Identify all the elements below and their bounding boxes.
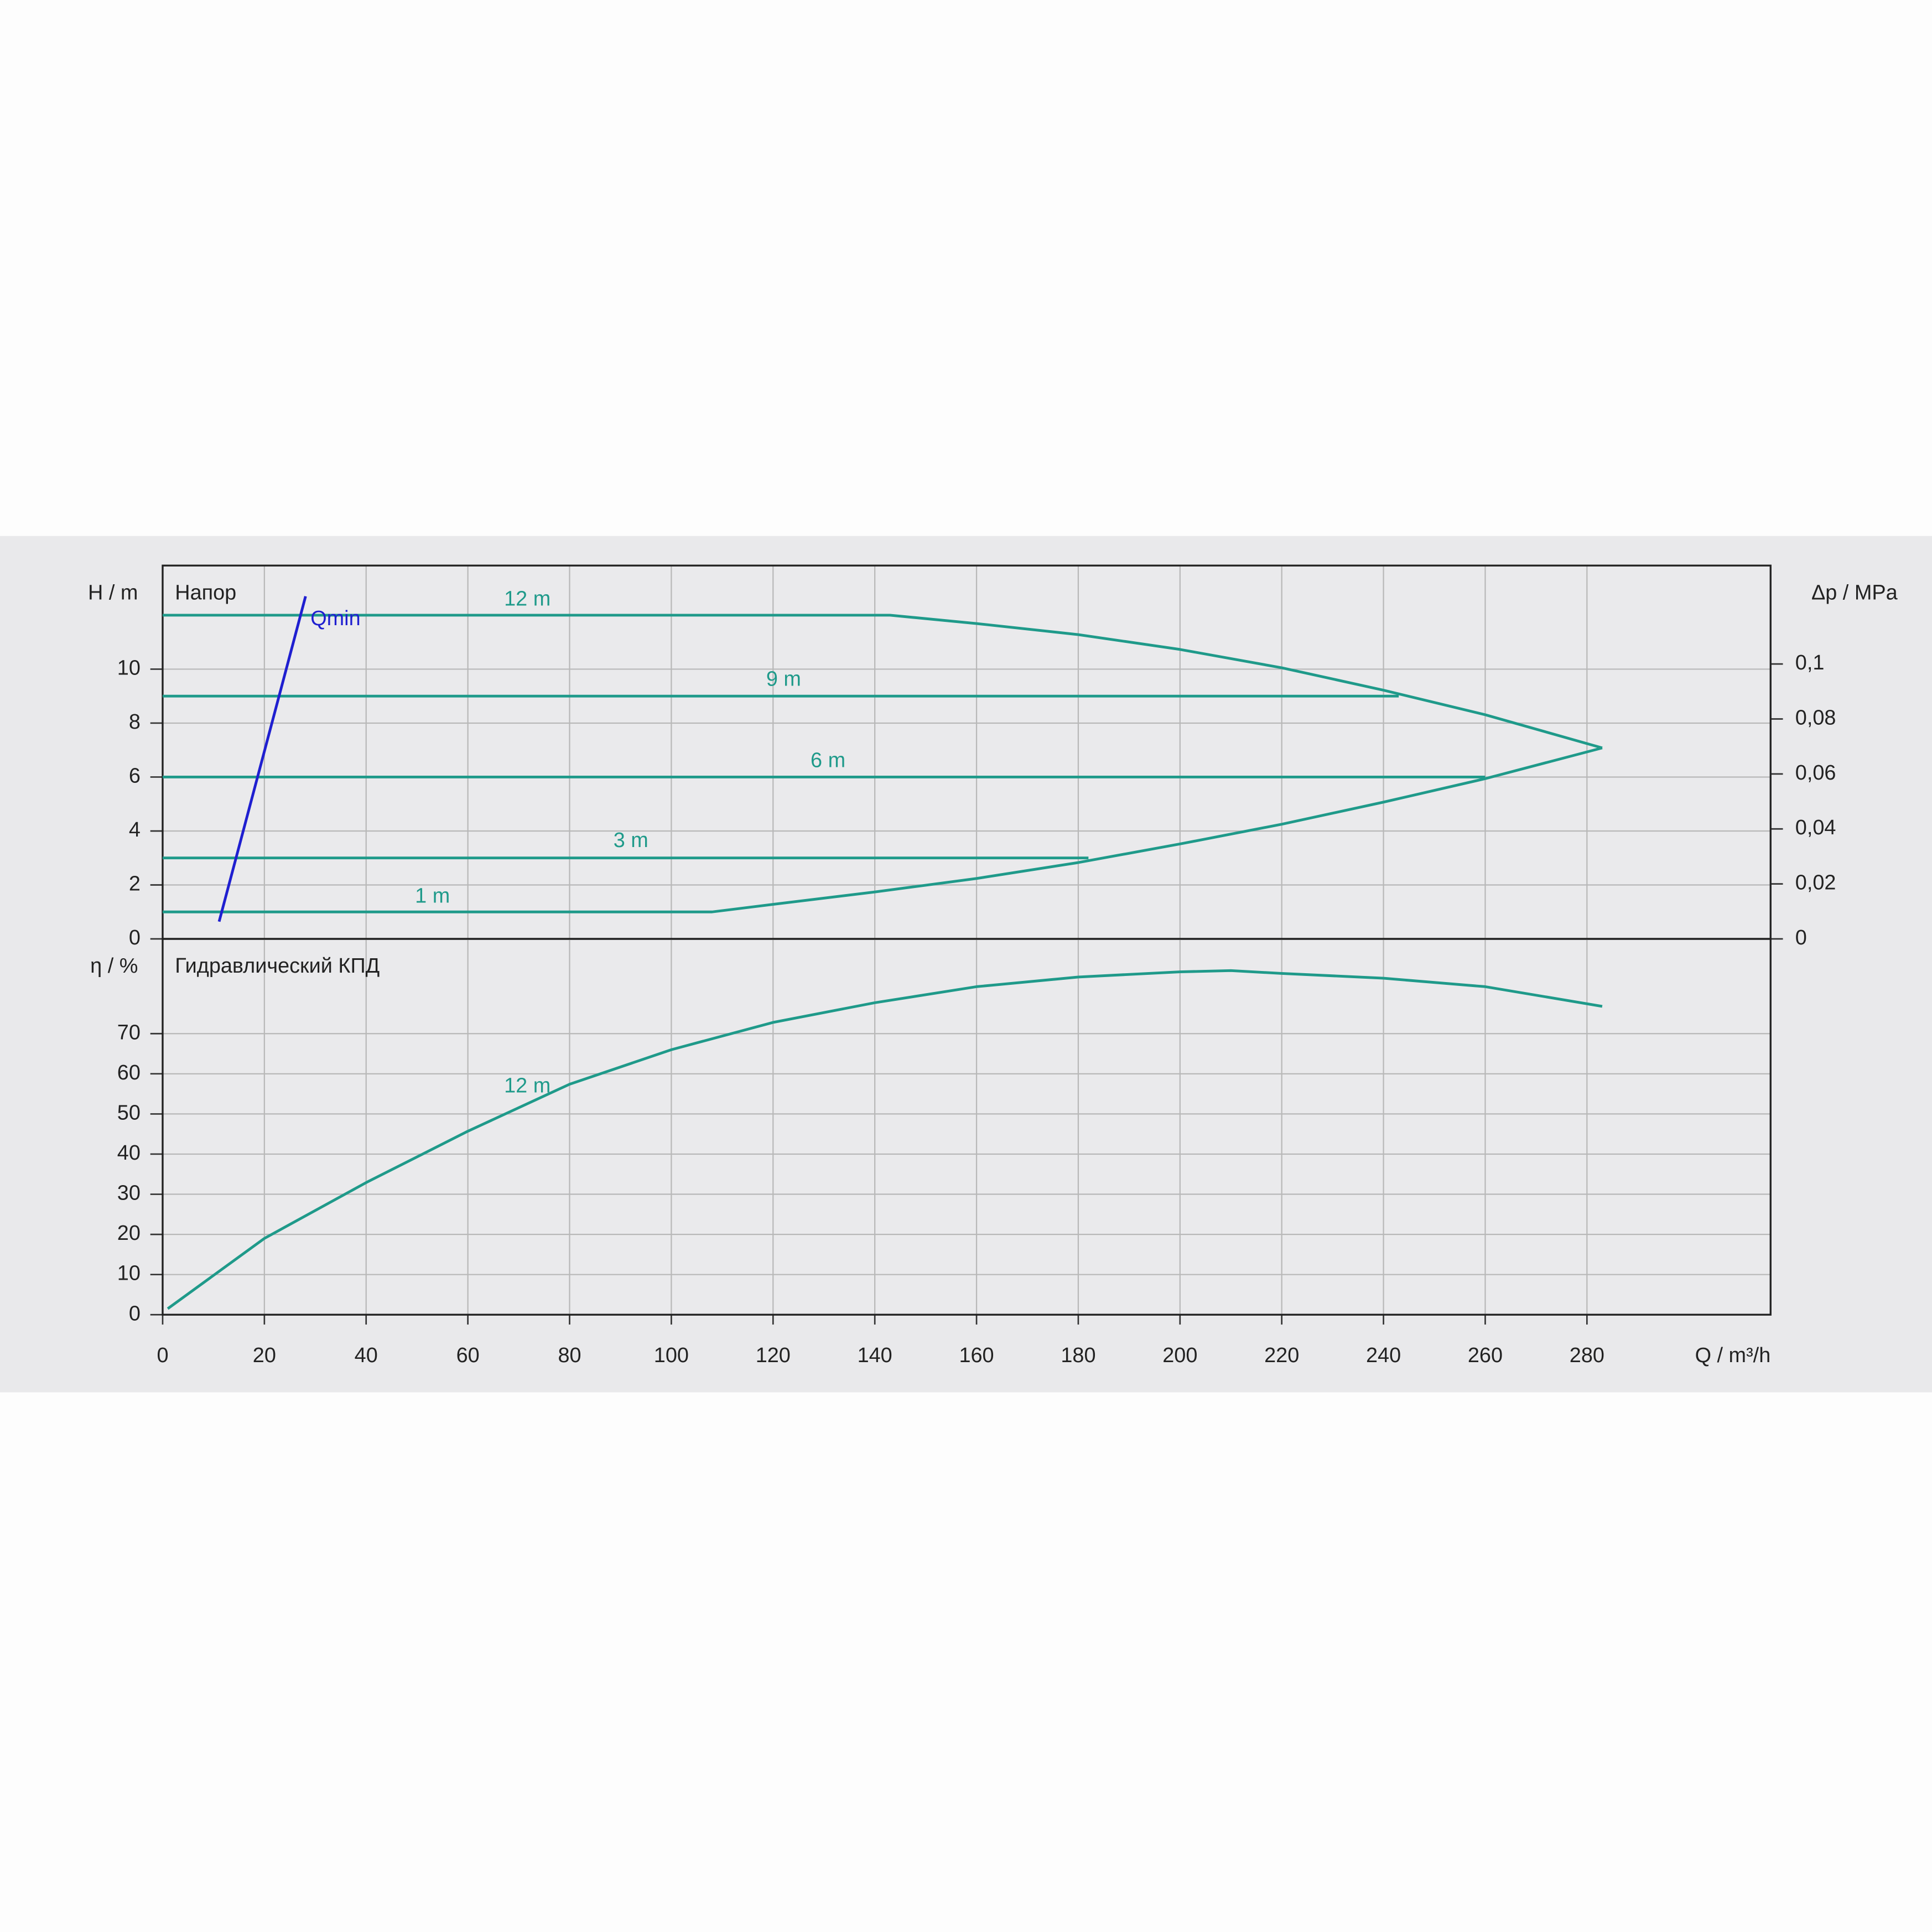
y-tick-label: 8	[129, 710, 141, 734]
panel-title: Напор	[175, 581, 236, 604]
series-line	[162, 614, 1603, 750]
curve-label: 9 m	[766, 667, 801, 690]
y-tick-label: 6	[129, 764, 141, 787]
series-line	[162, 746, 1603, 913]
y-tick-label: 0	[129, 926, 141, 949]
y-tick-label: 70	[117, 1021, 141, 1044]
x-tick-label: 160	[959, 1344, 994, 1367]
plot-frame	[162, 938, 1772, 1316]
y2-tick-label: 0	[1795, 926, 1807, 949]
x-tick-label: 100	[654, 1344, 689, 1367]
curve-label: 12 m	[504, 588, 550, 611]
y2-axis-label: Δp / MPa	[1811, 581, 1898, 604]
y-tick-label: 30	[117, 1182, 141, 1205]
y-tick-label: 2	[129, 872, 141, 895]
x-tick-label: 60	[456, 1344, 480, 1367]
series-line	[167, 969, 1603, 1310]
panel-title: Гидравлический КПД	[175, 954, 380, 978]
y2-tick-label: 0,04	[1795, 816, 1836, 839]
x-tick-label: 140	[858, 1344, 892, 1367]
x-tick-label: 260	[1468, 1344, 1503, 1367]
curve-label: 1 m	[415, 884, 450, 907]
y2-tick-label: 0,06	[1795, 761, 1836, 785]
x-tick-label: 200	[1162, 1344, 1197, 1367]
x-tick-label: 0	[157, 1344, 168, 1367]
x-tick-label: 220	[1264, 1344, 1299, 1367]
y-tick-label: 40	[117, 1141, 141, 1165]
x-tick-label: 180	[1061, 1344, 1095, 1367]
x-tick-label: 280	[1570, 1344, 1604, 1367]
x-tick-label: 20	[253, 1344, 276, 1367]
y2-tick-label: 0,1	[1795, 651, 1825, 674]
y-axis-label: η / %	[90, 954, 138, 978]
x-tick-label: 40	[355, 1344, 378, 1367]
y2-tick-label: 0,02	[1795, 871, 1836, 895]
x-tick-label: 120	[756, 1344, 791, 1367]
y-tick-label: 50	[117, 1101, 141, 1124]
y-tick-label: 20	[117, 1222, 141, 1245]
plot-area	[162, 565, 1771, 1315]
y-tick-label: 10	[117, 1262, 141, 1285]
curve-label: 3 m	[614, 829, 648, 852]
y-tick-label: 10	[117, 656, 141, 679]
x-axis-label: Q / m³/h	[1695, 1344, 1771, 1367]
x-tick-label: 80	[558, 1344, 581, 1367]
x-tick-label: 240	[1366, 1344, 1401, 1367]
y-axis-label: H / m	[88, 581, 138, 604]
curve-label: 6 m	[811, 749, 845, 772]
y-tick-label: 60	[117, 1061, 141, 1084]
y2-tick-label: 0,08	[1795, 706, 1836, 729]
y-tick-label: 4	[129, 818, 141, 842]
curve-label: 12 m	[504, 1074, 550, 1097]
series-line	[217, 596, 307, 922]
y-tick-label: 0	[129, 1302, 141, 1325]
curve-label: Qmin	[310, 607, 360, 630]
